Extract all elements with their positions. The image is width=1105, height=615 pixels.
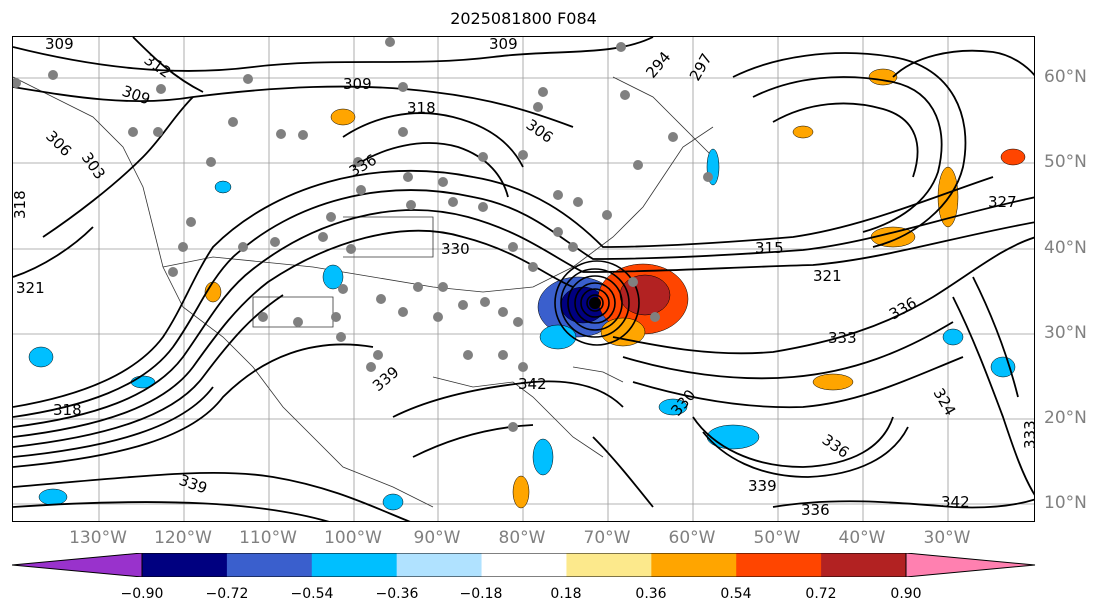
contour-label: 315 [755, 239, 784, 257]
contours [13, 37, 1034, 521]
station-dots [13, 37, 713, 432]
contour-label: 333 [828, 329, 857, 347]
latitude-label: 50°N [1044, 152, 1087, 172]
colorbar-segment [481, 553, 567, 577]
map-panel: 309 312 309 306 303 318 321 318 309 318 … [12, 36, 1035, 522]
contour-label: 303 [78, 149, 109, 183]
colorbar-segment [396, 553, 483, 577]
colorbar-segment [651, 553, 737, 577]
colorbar-tick-label: −0.54 [290, 586, 334, 602]
contour-label: 342 [941, 493, 970, 511]
longitude-label: 30°W [923, 528, 971, 548]
colorbar-tick-label: −0.36 [375, 586, 419, 602]
colorbar-tick-label: 0.54 [720, 586, 752, 602]
contour-label: 297 [686, 50, 716, 84]
contour-label: 309 [343, 75, 372, 93]
longitude-label: 60°W [668, 528, 716, 548]
latitude-label: 10°N [1044, 493, 1087, 513]
contour-label: 330 [441, 240, 470, 258]
colorbar-segment [566, 553, 652, 577]
colorbar-tick-label: −0.90 [120, 586, 164, 602]
contour-label: 321 [813, 267, 842, 285]
coastlines [13, 76, 714, 508]
contour-label: 309 [45, 37, 74, 53]
latitude-label: 30°N [1044, 323, 1087, 343]
latitude-label: 60°N [1044, 67, 1087, 87]
longitude-label: 40°W [838, 528, 886, 548]
contour-label: 339 [748, 477, 777, 495]
colorbar-tick-label: −0.72 [205, 586, 249, 602]
contour-label: 342 [518, 375, 547, 393]
contour-label: 318 [53, 401, 82, 419]
contour-label: 306 [523, 116, 557, 147]
colorbar-tick-label: 0.90 [890, 586, 922, 602]
contour-label: 339 [177, 471, 210, 498]
cyclone-rings [554, 260, 640, 346]
latitude-label: 40°N [1044, 238, 1087, 258]
colorbar-tick-label: 0.18 [550, 586, 582, 602]
contour-label: 309 [120, 82, 153, 109]
longitude-label: 90°W [413, 528, 461, 548]
longitude-label: 50°W [753, 528, 801, 548]
colorbar-tick-label: 0.36 [635, 586, 667, 602]
contour-label: 324 [930, 385, 960, 419]
longitude-label: 80°W [498, 528, 546, 548]
contour-label: 312 [141, 51, 175, 82]
colorbar-segment [12, 553, 142, 577]
colorbar [12, 553, 1036, 577]
contour-label: 336 [819, 431, 853, 462]
latitude-label: 20°N [1044, 408, 1087, 428]
longitude-label: 130°W [69, 528, 127, 548]
contour-label: 294 [642, 48, 674, 82]
colorbar-segment [311, 553, 398, 577]
map-canvas: 309 312 309 306 303 318 321 318 309 318 … [13, 37, 1035, 521]
cyclone-center-icon [589, 297, 601, 309]
contour-label: 309 [489, 37, 518, 53]
colorbar-segment [821, 553, 907, 577]
contour-label: 333 [1021, 420, 1035, 449]
contour-label: 318 [407, 99, 436, 117]
map-title: 2025081800 F084 [450, 9, 597, 28]
colorbar-segment [142, 553, 228, 577]
contour-label: 327 [988, 193, 1017, 211]
contour-label: 336 [801, 501, 830, 519]
longitude-label: 100°W [324, 528, 382, 548]
contour-label: 306 [42, 127, 75, 160]
contour-label: 321 [16, 279, 45, 297]
longitude-label: 120°W [154, 528, 212, 548]
colorbar-segment [226, 553, 313, 577]
colorbar-tick-label: −0.18 [459, 586, 503, 602]
colorbar-segment [906, 553, 1035, 577]
colorbar-tick-label: 0.72 [805, 586, 837, 602]
longitude-label: 70°W [583, 528, 631, 548]
contour-label: 318 [13, 190, 29, 219]
colorbar-segment [736, 553, 822, 577]
longitude-label: 110°W [239, 528, 297, 548]
